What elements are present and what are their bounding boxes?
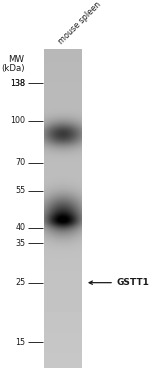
Text: 40: 40 (15, 223, 26, 232)
Text: 70: 70 (15, 158, 26, 167)
Text: MW
(kDa): MW (kDa) (1, 55, 24, 73)
Text: GSTT1: GSTT1 (116, 278, 149, 287)
Text: 35: 35 (15, 239, 26, 248)
Text: 138: 138 (11, 79, 26, 88)
Text: 55: 55 (15, 186, 26, 195)
Text: 138: 138 (11, 79, 26, 88)
Text: 25: 25 (15, 278, 26, 287)
Text: 100: 100 (11, 116, 26, 125)
Text: 15: 15 (15, 338, 26, 347)
Text: mouse spleen: mouse spleen (56, 0, 102, 46)
